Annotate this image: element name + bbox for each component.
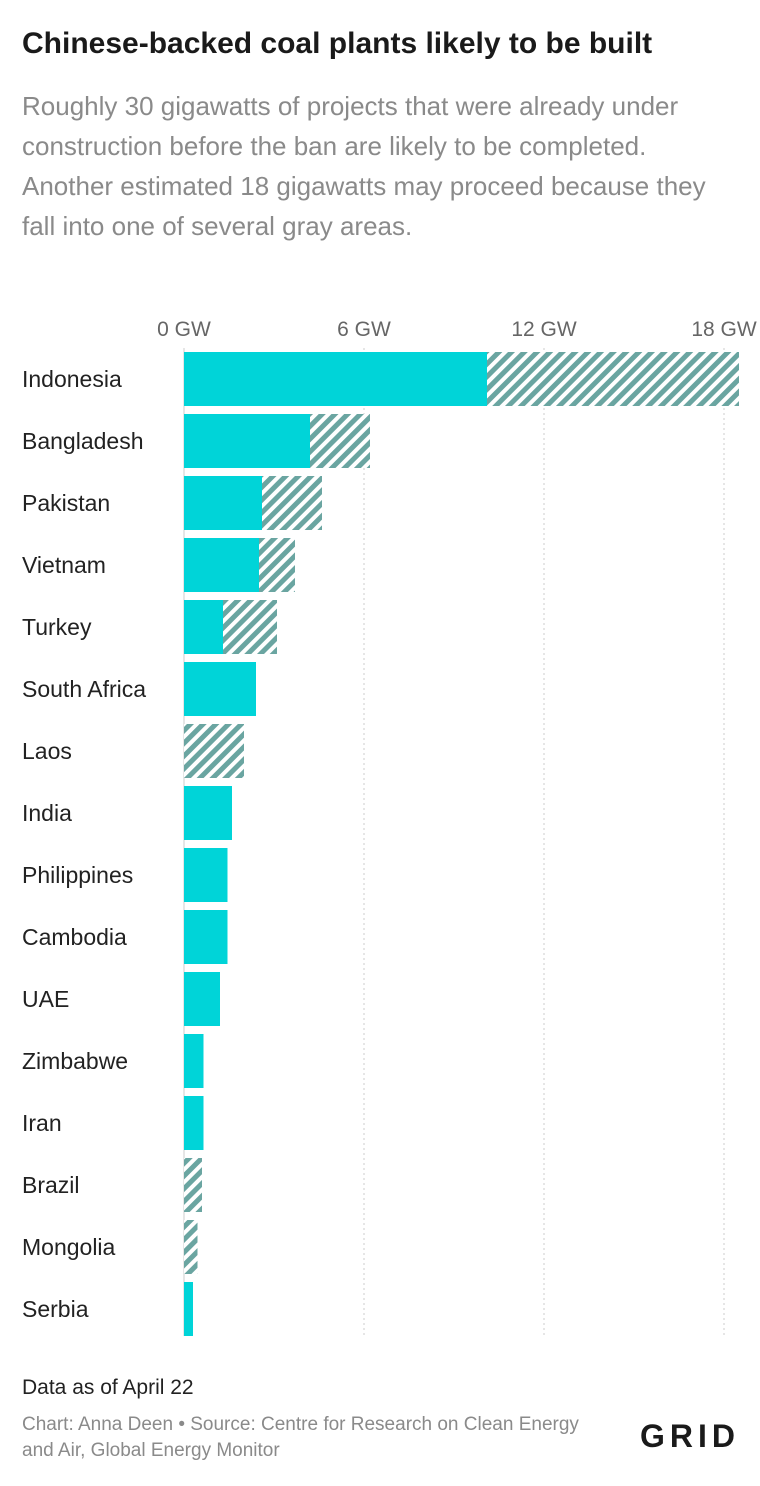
x-tick-label: 0 GW xyxy=(157,318,211,341)
x-tick-label: 12 GW xyxy=(511,318,577,341)
bar-likely xyxy=(184,910,228,964)
chart-title: Chinese-backed coal plants likely to be … xyxy=(22,27,653,60)
grid-logo: GRID xyxy=(640,1418,740,1454)
category-label: Iran xyxy=(22,1110,62,1136)
category-label: Philippines xyxy=(22,862,133,888)
bar-likely xyxy=(184,1034,204,1088)
category-label: Turkey xyxy=(22,614,92,640)
bar-gray-area xyxy=(184,1158,202,1212)
bar-gray-area xyxy=(184,724,244,778)
category-label: UAE xyxy=(22,986,69,1012)
bar-gray-area xyxy=(223,600,277,654)
bar-chart: 0 GW 6 GW 12 GW 18 GW Indonesia Bangladesh Pa… xyxy=(22,318,757,1336)
chart-subtitle: Roughly 30 gigawatts of projects that we… xyxy=(22,91,706,241)
category-label: Pakistan xyxy=(22,490,110,516)
category-label: Vietnam xyxy=(22,552,106,578)
bar-gray-area xyxy=(310,414,370,468)
bar-likely xyxy=(184,414,310,468)
category-label: Brazil xyxy=(22,1172,80,1198)
category-label: South Africa xyxy=(22,676,146,702)
bar-likely xyxy=(184,848,228,902)
bar-gray-area xyxy=(262,476,322,530)
bar-likely xyxy=(184,972,220,1026)
category-label: Bangladesh xyxy=(22,428,144,454)
category-label: Indonesia xyxy=(22,366,122,392)
category-label: Zimbabwe xyxy=(22,1048,128,1074)
category-label: Mongolia xyxy=(22,1234,116,1260)
data-date-note: Data as of April 22 xyxy=(22,1376,194,1399)
bar-likely xyxy=(184,600,223,654)
bar-gray-area xyxy=(259,538,295,592)
bar-gray-area xyxy=(184,1220,198,1274)
source-credit: Chart: Anna Deen • Source: Centre for Re… xyxy=(22,1414,579,1461)
category-label: Laos xyxy=(22,738,72,764)
bar-likely xyxy=(184,1096,204,1150)
bar-likely xyxy=(184,662,256,716)
bar-likely xyxy=(184,786,232,840)
category-label: Serbia xyxy=(22,1296,89,1322)
bar-likely xyxy=(184,476,262,530)
category-label: Cambodia xyxy=(22,924,127,950)
x-tick-label: 6 GW xyxy=(337,318,391,341)
bar-gray-area xyxy=(487,352,739,406)
category-label: India xyxy=(22,800,72,826)
bar-likely xyxy=(184,1282,193,1336)
x-tick-label: 18 GW xyxy=(691,318,757,341)
bar-likely xyxy=(184,352,487,406)
bar-likely xyxy=(184,538,259,592)
